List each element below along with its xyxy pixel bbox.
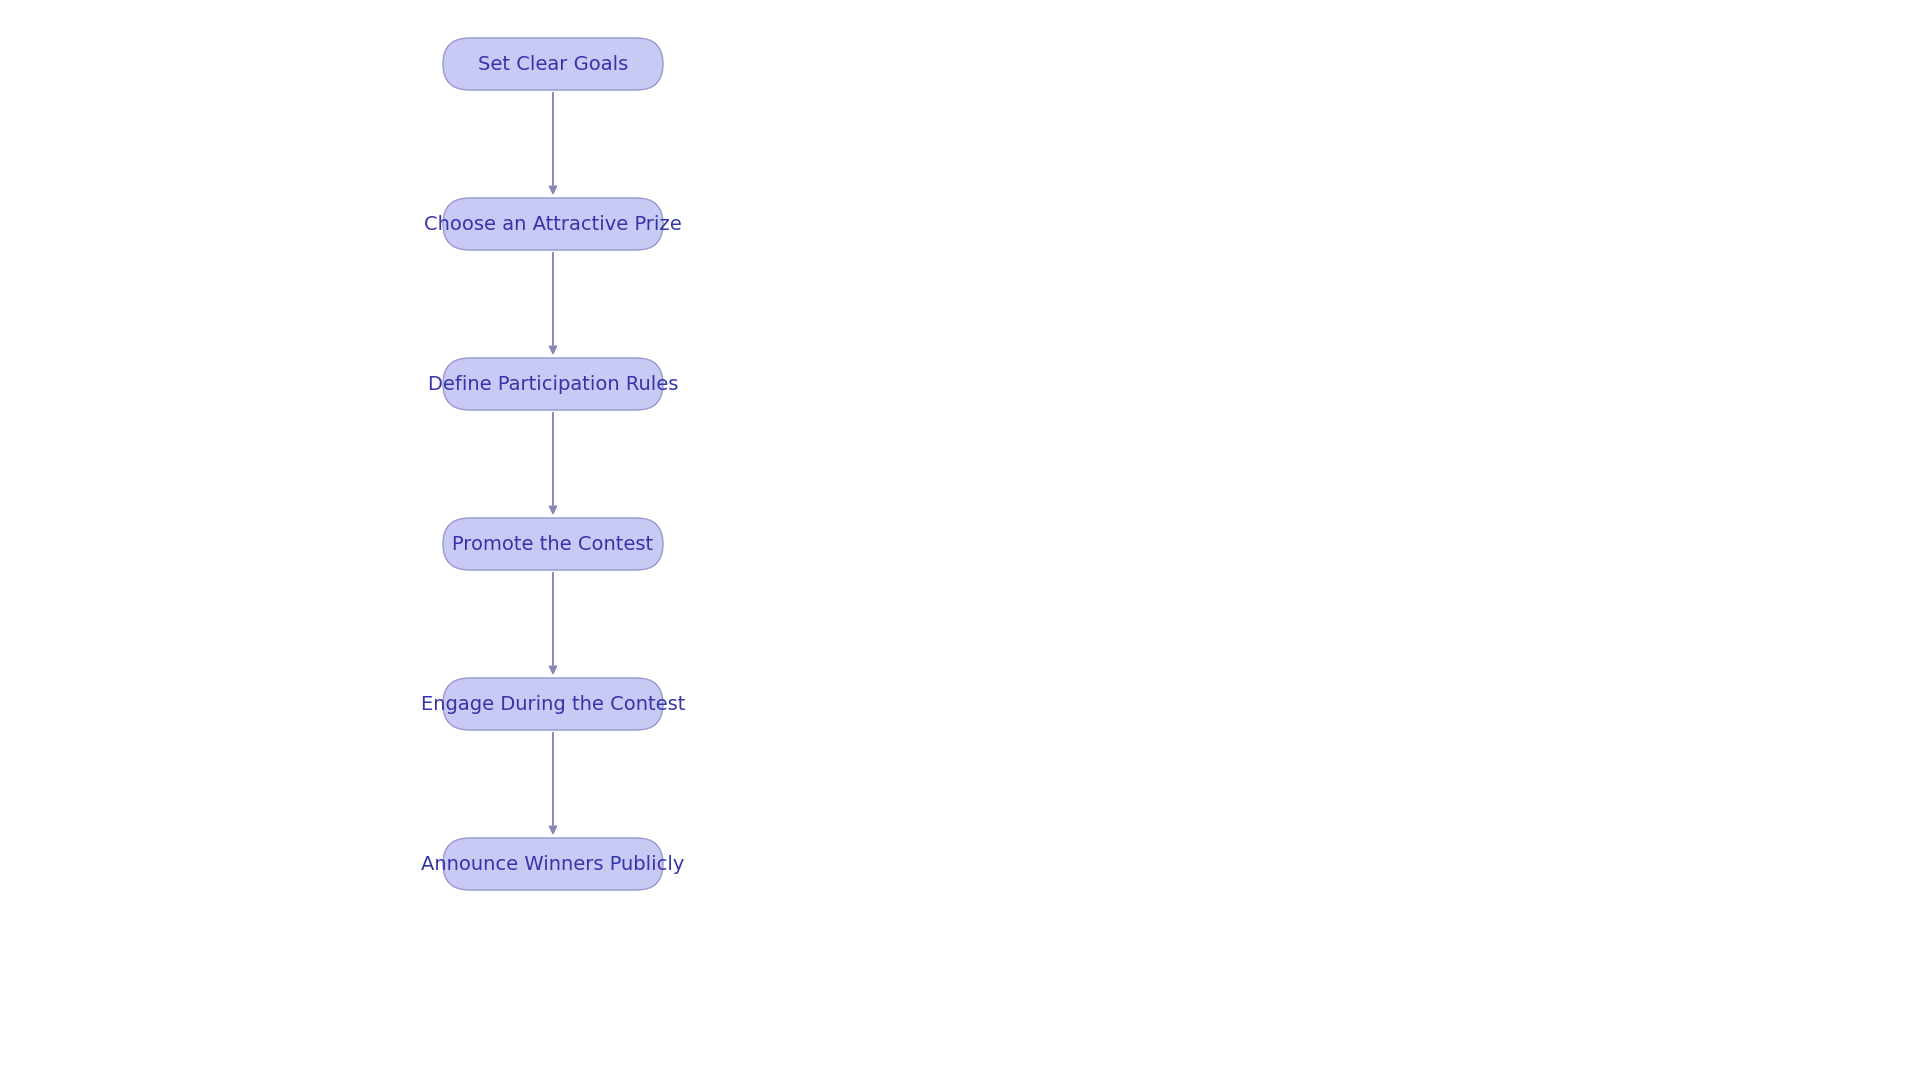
FancyBboxPatch shape <box>444 198 662 250</box>
Text: Announce Winners Publicly: Announce Winners Publicly <box>420 854 685 874</box>
Text: Define Participation Rules: Define Participation Rules <box>428 375 678 393</box>
FancyBboxPatch shape <box>444 838 662 890</box>
Text: Promote the Contest: Promote the Contest <box>453 535 653 553</box>
Text: Engage During the Contest: Engage During the Contest <box>420 694 685 714</box>
Text: Set Clear Goals: Set Clear Goals <box>478 54 628 74</box>
Text: Choose an Attractive Prize: Choose an Attractive Prize <box>424 214 682 234</box>
FancyBboxPatch shape <box>444 678 662 730</box>
FancyBboxPatch shape <box>444 38 662 90</box>
FancyBboxPatch shape <box>444 518 662 570</box>
FancyBboxPatch shape <box>444 358 662 410</box>
